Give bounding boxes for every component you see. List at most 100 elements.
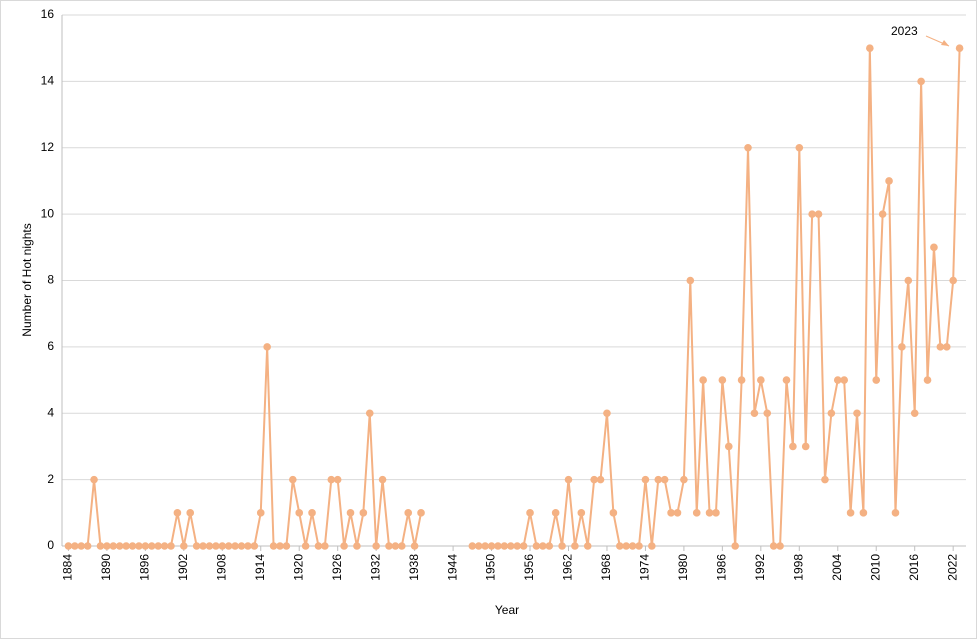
data-point: [256, 509, 265, 517]
data-point: [64, 542, 73, 550]
y-tick-label: 10: [41, 206, 55, 220]
data-point: [71, 542, 79, 550]
data-point: [577, 509, 586, 517]
data-point: [910, 409, 919, 418]
data-point: [224, 542, 233, 550]
data-point: [122, 542, 130, 550]
data-point: [410, 542, 419, 550]
data-point: [276, 542, 284, 550]
data-point: [590, 475, 598, 484]
data-point: [199, 542, 207, 550]
data-point: [532, 542, 541, 550]
data-point: [77, 542, 86, 550]
data-point: [680, 475, 688, 484]
data-point: [417, 509, 425, 517]
data-point: [263, 343, 271, 351]
data-point: [866, 44, 874, 52]
data-point: [571, 542, 579, 550]
data-point: [789, 442, 797, 451]
data-point: [237, 542, 246, 550]
x-tick-label: 1902: [176, 554, 190, 581]
data-point: [757, 376, 765, 384]
data-point: [904, 276, 913, 285]
data-point: [314, 542, 323, 550]
data-point: [949, 276, 957, 285]
x-tick-label: 2016: [907, 554, 921, 581]
data-point: [244, 542, 252, 550]
data-point: [801, 442, 810, 451]
data-point: [878, 210, 887, 218]
data-point: [660, 475, 669, 484]
data-point: [699, 376, 707, 384]
y-tick-label: 14: [41, 74, 55, 88]
x-tick-label: 1968: [599, 554, 613, 581]
data-point: [353, 542, 361, 550]
x-tick-label: 1896: [138, 554, 152, 581]
data-point: [596, 475, 605, 484]
data-point: [481, 542, 489, 550]
data-point: [808, 210, 816, 218]
data-point: [160, 542, 169, 550]
data-point: [942, 343, 951, 351]
data-point: [301, 542, 310, 550]
data-point: [885, 177, 893, 185]
x-tick-label: 1986: [715, 554, 729, 581]
data-point: [603, 409, 611, 418]
data-point: [917, 77, 925, 86]
data-point: [269, 542, 278, 550]
y-tick-label: 2: [47, 472, 54, 486]
data-point: [282, 542, 291, 550]
data-point: [712, 509, 720, 517]
data-point: [551, 509, 560, 517]
data-point: [519, 542, 528, 550]
data-point: [731, 542, 739, 550]
data-point: [487, 542, 496, 550]
annotation: 2023: [891, 24, 918, 38]
data-point: [558, 542, 566, 550]
data-point: [622, 542, 630, 550]
data-point: [404, 509, 413, 517]
data-point: [795, 143, 804, 152]
y-tick-label: 4: [47, 405, 54, 419]
data-point: [898, 343, 906, 351]
data-point: [654, 475, 663, 484]
data-point: [372, 542, 380, 550]
data-point: [872, 376, 881, 384]
data-point: [673, 509, 682, 517]
data-point: [564, 475, 573, 484]
data-point: [821, 475, 829, 484]
data-point: [128, 542, 137, 550]
y-tick-label: 8: [47, 273, 54, 287]
data-point: [180, 542, 188, 550]
data-point: [250, 542, 259, 550]
data-point: [763, 409, 772, 418]
data-point: [494, 542, 502, 550]
data-point: [782, 376, 791, 384]
data-point: [192, 542, 201, 550]
x-tick-label: 1926: [330, 554, 344, 581]
data-point: [398, 542, 406, 550]
data-point: [744, 143, 752, 152]
x-tick-label: 1932: [368, 554, 382, 581]
data-point: [90, 475, 98, 484]
data-point: [391, 542, 400, 550]
x-tick-label: 1980: [676, 554, 690, 581]
data-point: [289, 475, 297, 484]
data-point: [737, 376, 746, 384]
data-point: [506, 542, 515, 550]
data-point: [346, 509, 355, 517]
data-point: [705, 509, 714, 517]
data-point: [641, 475, 650, 484]
data-point: [385, 542, 393, 550]
data-point: [583, 542, 592, 550]
data-point: [955, 44, 964, 52]
data-point: [186, 509, 195, 517]
x-tick-label: 1944: [445, 554, 459, 581]
data-point: [930, 243, 938, 252]
data-point: [840, 376, 848, 384]
data-point: [923, 376, 932, 384]
x-tick-label: 2010: [868, 554, 882, 581]
data-point: [321, 542, 329, 550]
